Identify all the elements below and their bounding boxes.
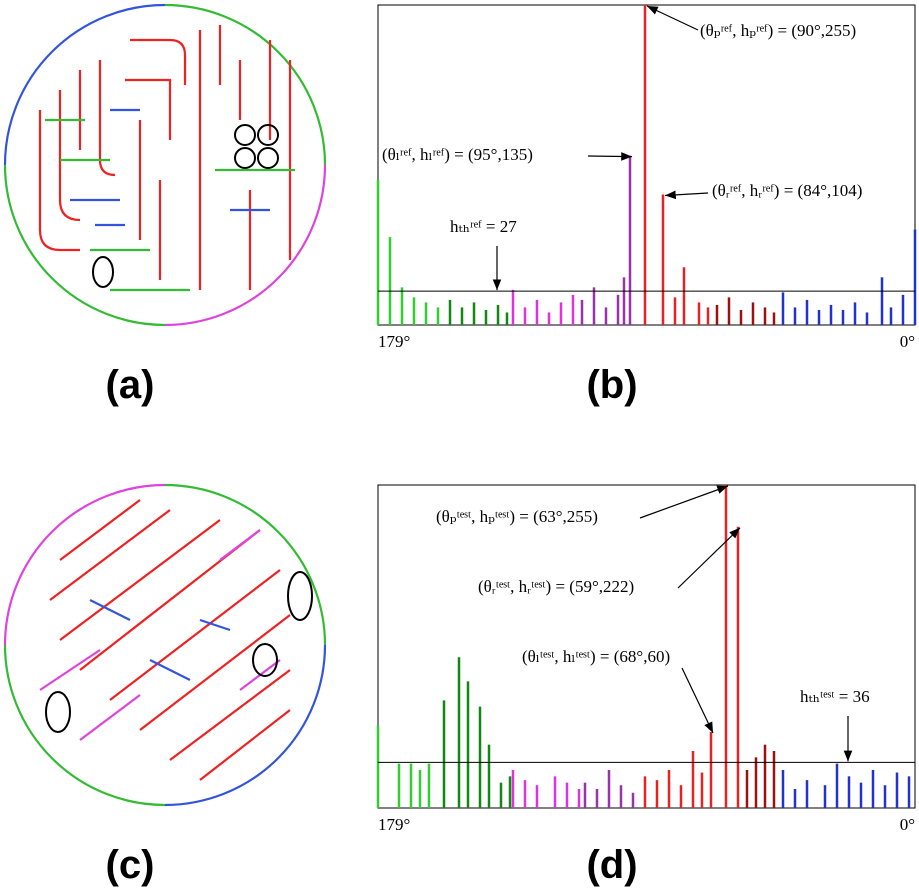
arrow: [664, 190, 709, 200]
arrow: [681, 667, 714, 734]
x-tick-label: 0°: [900, 332, 915, 351]
annotation: (θₚᵗᵉˢᵗ, hₚᵗᵉˢᵗ) = (63°,255): [436, 507, 598, 526]
threshold-label: hₜₕᵗᵉˢᵗ = 36: [800, 687, 870, 706]
plot-frame: [377, 484, 916, 809]
panel-label: (b): [586, 363, 637, 407]
x-tick-label: 179°: [378, 815, 410, 834]
panel-label: (c): [106, 843, 155, 887]
fingerprint-a: [3, 3, 327, 327]
arrow: [587, 152, 633, 161]
annotation: (θᵣʳᵉᶠ, hᵣʳᵉᶠ) = (84°,104): [712, 181, 862, 200]
arrow: [677, 527, 741, 589]
annotation: (θᵣᵗᵉˢᵗ, hᵣᵗᵉˢᵗ) = (59°,222): [478, 577, 634, 596]
x-tick-label: 0°: [900, 815, 915, 834]
plot-frame: [377, 4, 916, 326]
annotation: (θₗᵗᵉˢᵗ, hₗᵗᵉˢᵗ) = (68°,60): [522, 647, 670, 666]
threshold-label: hₜₕʳᵉᶠ = 27: [450, 217, 517, 236]
arrow: [646, 5, 699, 31]
panel-label: (d): [586, 843, 637, 887]
annotation: (θₗʳᵉᶠ, hₗʳᵉᶠ) = (95°,135): [382, 145, 533, 164]
annotation: (θₚʳᵉᶠ, hₚʳᵉᶠ) = (90°,255): [700, 21, 856, 40]
x-tick-label: 179°: [378, 332, 410, 351]
fingerprint-c: [3, 483, 327, 807]
arrow: [639, 485, 729, 519]
panel-label: (a): [106, 363, 155, 407]
